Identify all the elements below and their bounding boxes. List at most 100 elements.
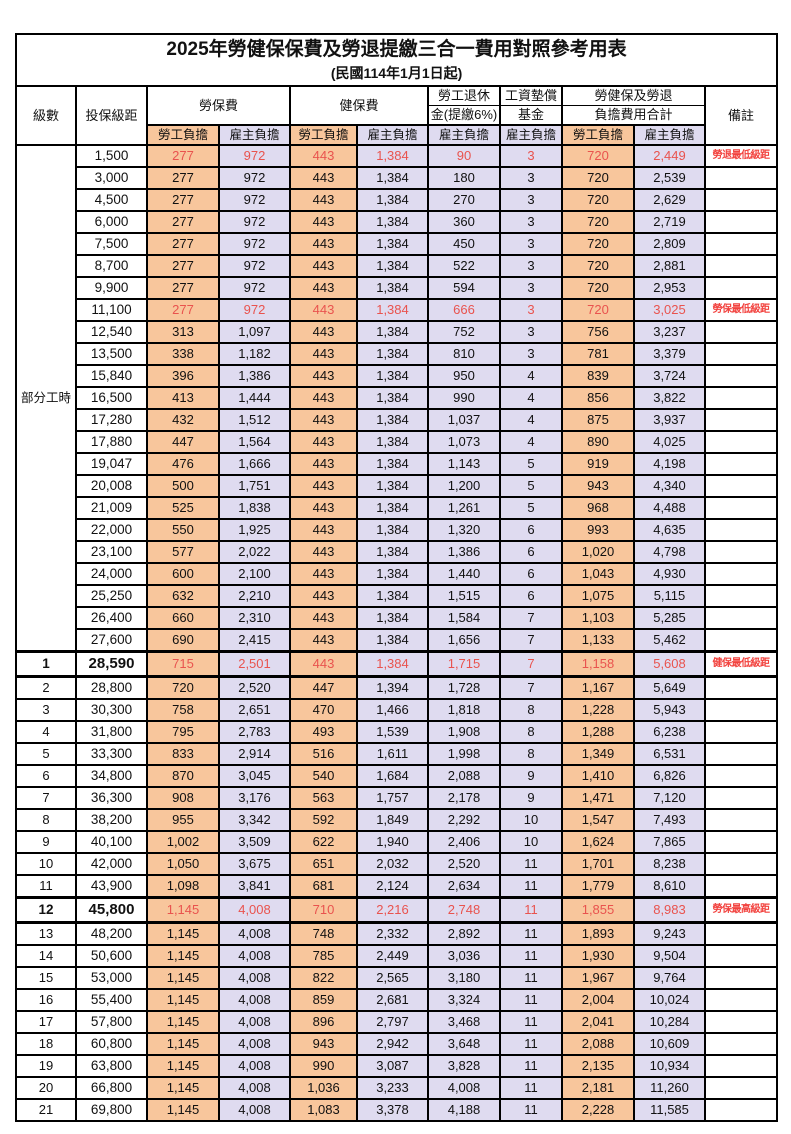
bracket-cell: 28,800 bbox=[75, 675, 148, 700]
labor-employer-cell: 972 bbox=[218, 166, 291, 190]
bracket-cell: 20,008 bbox=[75, 474, 148, 498]
pension-employer-cell: 3,180 bbox=[427, 966, 501, 990]
pension-employer-cell: 2,520 bbox=[427, 852, 501, 876]
total-employer-cell: 3,937 bbox=[633, 408, 706, 432]
health-employee-cell: 443 bbox=[289, 474, 358, 498]
total-employee-cell: 1,701 bbox=[561, 852, 635, 876]
pension-employer-cell: 90 bbox=[427, 144, 501, 168]
bracket-cell: 50,600 bbox=[75, 944, 148, 968]
total-employer-cell: 3,237 bbox=[633, 320, 706, 344]
remark-cell bbox=[703, 518, 779, 542]
subheader-health-employer: 雇主負擔 bbox=[356, 124, 429, 146]
labor-employee-cell: 277 bbox=[146, 188, 220, 212]
table-row: 5 33,300 833 2,914 516 1,611 1,998 8 1,349 6,531 bbox=[15, 742, 779, 766]
wagefund-employer-cell: 8 bbox=[499, 698, 563, 722]
table-row: 3,000 277 972 443 1,384 180 3 720 2,539 bbox=[16, 166, 779, 190]
health-employee-cell: 896 bbox=[289, 1010, 358, 1034]
labor-employer-cell: 1,666 bbox=[218, 452, 291, 476]
level-cell: 21 bbox=[15, 1098, 77, 1122]
table-row: 1 28,590 715 2,501 443 1,384 1,715 7 1,158 5,608 健… bbox=[15, 650, 779, 678]
wagefund-employer-cell: 3 bbox=[499, 276, 563, 300]
health-employer-cell: 1,384 bbox=[356, 320, 429, 344]
remark-cell bbox=[703, 1076, 779, 1100]
wagefund-employer-cell: 7 bbox=[499, 628, 563, 653]
health-employer-cell: 1,384 bbox=[356, 298, 429, 322]
total-employer-cell: 3,822 bbox=[633, 386, 706, 410]
bracket-cell: 8,700 bbox=[75, 254, 148, 278]
level-cell: 13 bbox=[15, 921, 77, 946]
header-row-1: 級數 投保級距 勞保費 健保費 勞工退休 工資墊償 勞健保及勞退 備註 bbox=[15, 85, 779, 146]
table-row: 9 40,100 1,002 3,509 622 1,940 2,406 10 1,624 7,8… bbox=[15, 830, 779, 854]
health-employer-cell: 2,942 bbox=[356, 1032, 429, 1056]
labor-employer-cell: 1,838 bbox=[218, 496, 291, 520]
labor-employer-cell: 4,008 bbox=[218, 896, 291, 924]
table-row: 26,400 660 2,310 443 1,384 1,584 7 1,103 5,285 bbox=[16, 606, 779, 630]
total-employee-cell: 1,043 bbox=[561, 562, 635, 586]
table-row: 8,700 277 972 443 1,384 522 3 720 2,881 bbox=[16, 254, 779, 278]
total-employee-cell: 720 bbox=[561, 298, 635, 322]
labor-employer-cell: 4,008 bbox=[218, 966, 291, 990]
health-employee-cell: 822 bbox=[289, 966, 358, 990]
total-employee-cell: 1,410 bbox=[561, 764, 635, 788]
health-employer-cell: 2,449 bbox=[356, 944, 429, 968]
table-row: 4,500 277 972 443 1,384 270 3 720 2,629 bbox=[16, 188, 779, 212]
remark-cell: 勞退最低級距 bbox=[703, 144, 779, 168]
level-cell: 11 bbox=[15, 874, 77, 899]
total-employer-cell: 4,340 bbox=[633, 474, 706, 498]
health-employer-cell: 1,384 bbox=[356, 254, 429, 278]
col-header-pension-line2: 金(提繳6%) bbox=[427, 105, 501, 126]
wagefund-employer-cell: 4 bbox=[499, 408, 563, 432]
total-employee-cell: 720 bbox=[561, 232, 635, 256]
level-cell: 17 bbox=[15, 1010, 77, 1034]
pension-employer-cell: 752 bbox=[427, 320, 501, 344]
remark-cell bbox=[703, 808, 779, 832]
total-employee-cell: 1,158 bbox=[561, 650, 635, 678]
labor-employer-cell: 1,925 bbox=[218, 518, 291, 542]
total-employee-cell: 2,088 bbox=[561, 1032, 635, 1056]
level-cell: 15 bbox=[15, 966, 77, 990]
total-employer-cell: 8,983 bbox=[633, 896, 706, 924]
col-header-total-line2: 負擔費用合計 bbox=[561, 105, 706, 126]
wagefund-employer-cell: 3 bbox=[499, 320, 563, 344]
subheader-wagefund-employer: 雇主負擔 bbox=[499, 124, 563, 146]
labor-employer-cell: 2,501 bbox=[218, 650, 291, 678]
remark-cell bbox=[703, 786, 779, 810]
labor-employee-cell: 1,145 bbox=[146, 966, 220, 990]
health-employer-cell: 1,384 bbox=[356, 232, 429, 256]
table-row: 11 43,900 1,098 3,841 681 2,124 2,634 11 1,779 8,… bbox=[15, 874, 779, 899]
col-header-remark: 備註 bbox=[703, 85, 779, 146]
remark-cell bbox=[703, 188, 779, 212]
remark-cell: 健保最低級距 bbox=[703, 650, 779, 678]
wagefund-employer-cell: 9 bbox=[499, 786, 563, 810]
total-employer-cell: 5,285 bbox=[633, 606, 706, 630]
col-header-health-insurance: 健保費 bbox=[289, 85, 429, 126]
health-employer-cell: 2,032 bbox=[356, 852, 429, 876]
table-row: 16 55,400 1,145 4,008 859 2,681 3,324 11 2,004 10… bbox=[15, 988, 779, 1012]
level-cell: 6 bbox=[15, 764, 77, 788]
health-employee-cell: 563 bbox=[289, 786, 358, 810]
total-employer-cell: 6,238 bbox=[633, 720, 706, 744]
bracket-cell: 66,800 bbox=[75, 1076, 148, 1100]
health-employer-cell: 1,384 bbox=[356, 628, 429, 653]
pension-employer-cell: 1,200 bbox=[427, 474, 501, 498]
level-cell: 10 bbox=[15, 852, 77, 876]
total-employer-cell: 5,115 bbox=[633, 584, 706, 608]
page-subtitle: (民國114年1月1日起) bbox=[330, 65, 463, 81]
bracket-cell: 45,800 bbox=[75, 896, 148, 924]
labor-employer-cell: 1,182 bbox=[218, 342, 291, 366]
total-employee-cell: 1,103 bbox=[561, 606, 635, 630]
health-employer-cell: 2,681 bbox=[356, 988, 429, 1012]
total-employer-cell: 8,610 bbox=[633, 874, 706, 899]
bracket-cell: 34,800 bbox=[75, 764, 148, 788]
health-employer-cell: 1,384 bbox=[356, 496, 429, 520]
remark-cell bbox=[703, 408, 779, 432]
col-header-labor-insurance: 勞保費 bbox=[146, 85, 291, 126]
bracket-cell: 26,400 bbox=[75, 606, 148, 630]
pension-employer-cell: 1,261 bbox=[427, 496, 501, 520]
labor-employee-cell: 1,145 bbox=[146, 896, 220, 924]
total-employer-cell: 4,635 bbox=[633, 518, 706, 542]
bracket-cell: 31,800 bbox=[75, 720, 148, 744]
labor-employee-cell: 277 bbox=[146, 166, 220, 190]
total-employer-cell: 8,238 bbox=[633, 852, 706, 876]
labor-employer-cell: 2,651 bbox=[218, 698, 291, 722]
